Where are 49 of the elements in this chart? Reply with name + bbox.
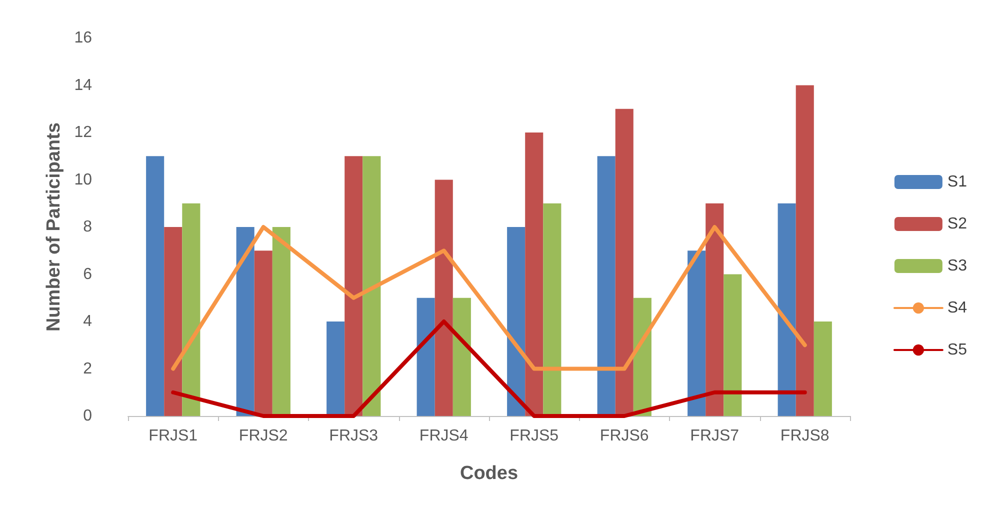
bar <box>706 203 724 416</box>
y-tick-label: 12 <box>74 124 92 141</box>
bar <box>326 322 345 416</box>
bar <box>236 227 254 416</box>
x-tick-label: FRJS1 <box>148 428 198 444</box>
bar <box>146 156 164 416</box>
bar <box>688 250 706 416</box>
legend-label: S3 <box>947 258 968 274</box>
bar <box>416 298 435 416</box>
y-tick-label: 8 <box>83 218 92 236</box>
x-tick-label: FRJS2 <box>238 428 288 444</box>
legend-label: S5 <box>947 342 968 358</box>
x-tick-label: FRJS3 <box>329 428 378 444</box>
y-tick-label: 10 <box>74 171 92 188</box>
bar <box>615 108 634 416</box>
bar <box>452 298 471 416</box>
bar <box>597 156 616 416</box>
legend-label: S1 <box>947 174 968 190</box>
bar <box>344 156 363 416</box>
line-series <box>171 225 807 371</box>
y-tick-label: 16 <box>74 30 92 46</box>
legend-label: S2 <box>947 216 968 232</box>
y-tick-label: 2 <box>83 360 92 378</box>
bar <box>525 132 544 416</box>
y-tick-label: 4 <box>83 313 92 330</box>
x-tick-label: FRJS5 <box>510 428 559 444</box>
bar <box>796 85 814 416</box>
y-tick-label: 6 <box>83 266 92 283</box>
bar <box>543 203 562 416</box>
x-tick-label: FRJS4 <box>419 428 468 444</box>
y-axis-title: Number of Participants <box>43 122 64 332</box>
y-tick-label: 14 <box>74 76 92 94</box>
legend-label: S4 <box>947 300 968 316</box>
bar <box>434 180 453 416</box>
bar <box>254 250 272 416</box>
bar <box>724 274 742 416</box>
bar <box>778 203 796 416</box>
x-tick-label: FRJS7 <box>690 428 740 444</box>
bar <box>164 227 182 416</box>
bar <box>814 322 832 416</box>
x-tick-label: FRJS6 <box>600 428 649 444</box>
y-tick-label: 0 <box>83 408 92 424</box>
bar <box>362 156 381 416</box>
x-axis-title: Codes <box>460 463 518 484</box>
bar <box>633 298 652 416</box>
bar <box>272 227 290 416</box>
bar <box>507 227 526 416</box>
x-tick-label: FRJS8 <box>780 428 830 444</box>
bar <box>182 203 200 416</box>
